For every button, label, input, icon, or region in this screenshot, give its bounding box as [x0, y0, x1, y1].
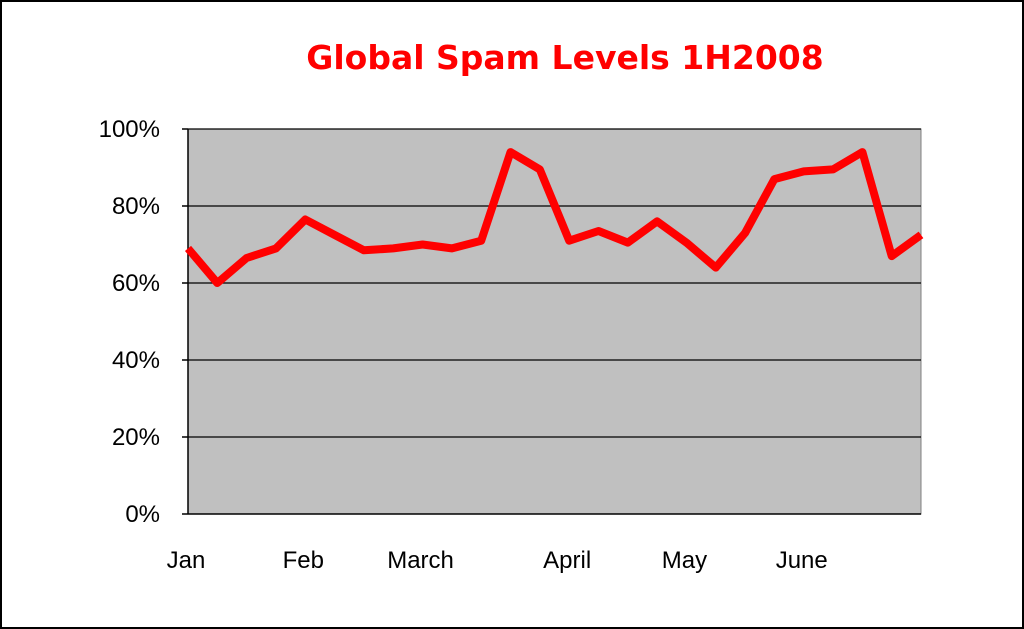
y-tick-label: 40%	[112, 347, 160, 374]
x-tick-label: March	[387, 547, 454, 574]
plot-area	[187, 128, 922, 515]
x-tick-label: April	[543, 547, 591, 574]
chart-title: Global Spam Levels 1H2008	[306, 38, 824, 77]
series-line	[184, 148, 924, 287]
y-tick-label: 100%	[99, 116, 160, 143]
y-tick-label: 20%	[112, 424, 160, 451]
y-tick-label: 60%	[112, 270, 160, 297]
x-tick-label: May	[662, 547, 707, 574]
x-tick-label: Feb	[283, 547, 324, 574]
x-tick-label: June	[776, 547, 828, 574]
x-tick-label: Jan	[167, 547, 206, 574]
y-tick-label: 0%	[125, 501, 160, 528]
y-tick-label: 80%	[112, 193, 160, 220]
